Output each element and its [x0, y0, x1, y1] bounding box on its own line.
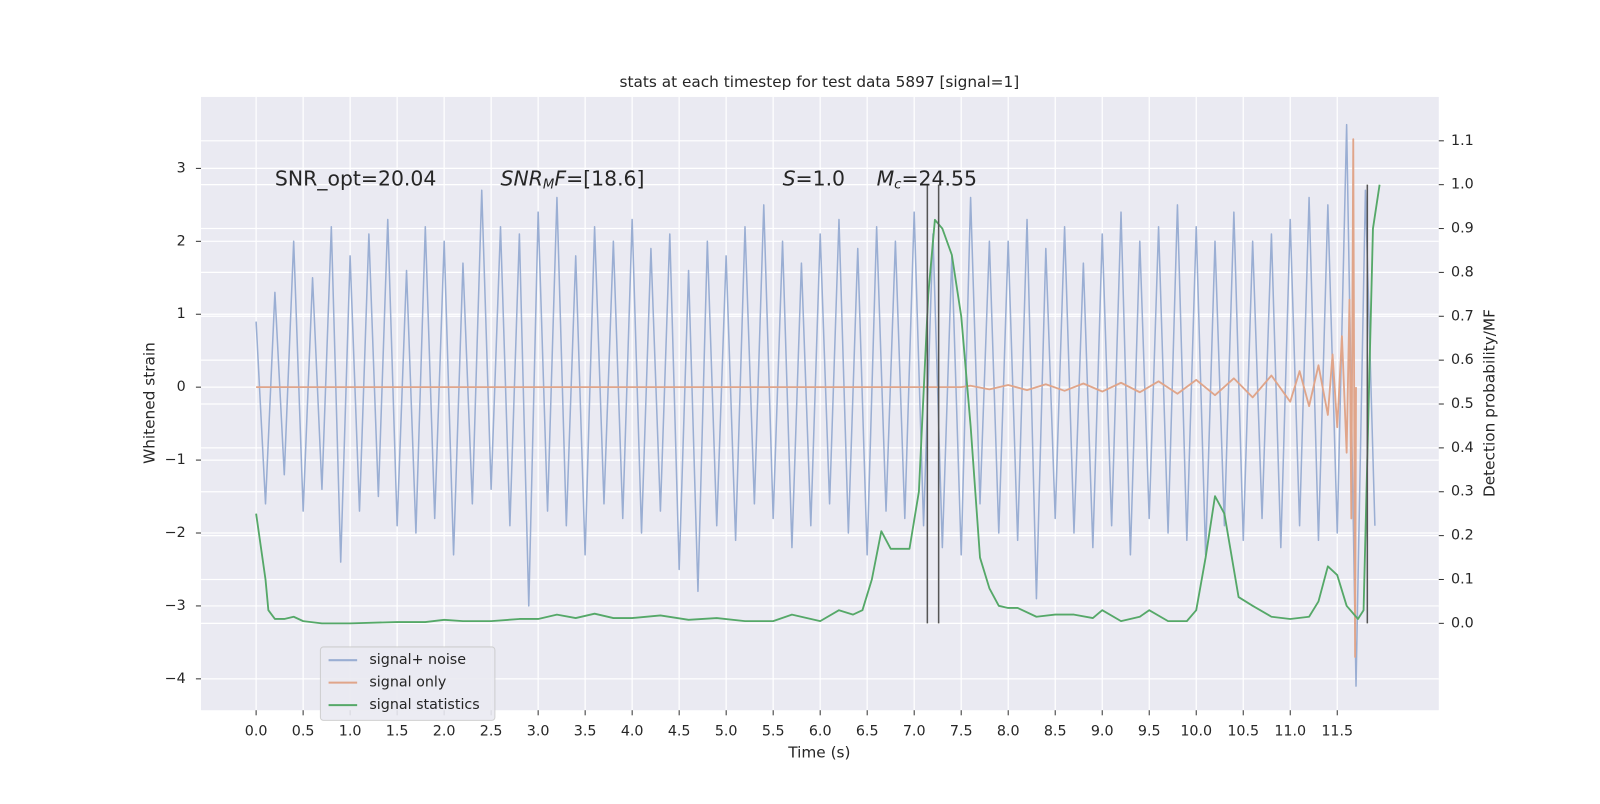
series-line	[256, 138, 1357, 658]
y2-tick-label: 0.0	[1451, 615, 1474, 631]
y2-tick-label: 0.5	[1451, 396, 1474, 412]
x-tick-label: 6.5	[856, 724, 879, 740]
annotation: S=1.0	[783, 166, 845, 190]
annotation-run: =1.0	[796, 166, 846, 190]
x-tick-label: 9.5	[1138, 724, 1161, 740]
y2-tick-label: 1.0	[1451, 177, 1474, 193]
legend-label: signal+ noise	[369, 652, 466, 668]
annotation-run: S	[783, 166, 796, 190]
annotation-run: SNR_opt=20.04	[275, 166, 436, 191]
annotation-run: =[18.6]	[566, 166, 644, 190]
x-tick-label: 11.0	[1274, 724, 1306, 740]
y-tick-label: −3	[165, 598, 186, 614]
x-tick-label: 2.0	[433, 724, 456, 740]
x-tick-label: 6.0	[809, 724, 832, 740]
annotation: SNR_opt=20.04	[275, 166, 436, 191]
chart-title: stats at each timestep for test data 589…	[620, 73, 1020, 91]
y-tick-label: −2	[165, 525, 186, 541]
annotation: Mc=24.55	[877, 166, 977, 192]
y2-tick-label: 0.8	[1451, 264, 1474, 280]
x-tick-label: 4.5	[668, 724, 691, 740]
y-tick-label: 0	[177, 379, 186, 395]
y-tick-label: −4	[165, 671, 186, 687]
annotation-run: =24.55	[901, 166, 976, 190]
marks	[255, 123, 1381, 687]
y-tick-label: 2	[177, 233, 186, 249]
x-tick-label: 7.5	[950, 724, 973, 740]
annotation-run: c	[894, 177, 902, 192]
axes: 0.0 0.5 1.0 1.5 2.0 2.5 3.0 3.5 4.0 4.5 5.0 5.5 6.0 6…	[165, 133, 1474, 740]
x-tick-label: 3.5	[574, 724, 597, 740]
x-tick-label: 5.0	[715, 724, 738, 740]
y2-tick-label: 0.2	[1451, 528, 1474, 544]
series-line	[255, 184, 1381, 625]
annotation-run: M	[877, 166, 895, 190]
x-tick-label: 1.5	[386, 724, 409, 740]
x-axis-label: Time (s)	[787, 744, 850, 762]
y2-tick-label: 0.6	[1451, 352, 1474, 368]
series-line	[255, 123, 1376, 687]
x-tick-label: 7.0	[903, 724, 926, 740]
legend-box	[319, 646, 496, 721]
legend: signal+ noise signal only signal statistic…	[319, 646, 496, 721]
y-tick-label: 1	[177, 306, 186, 322]
x-tick-label: 4.0	[621, 724, 644, 740]
x-tick-label: 8.5	[1044, 724, 1067, 740]
y2-tick-label: 0.7	[1451, 308, 1474, 324]
x-tick-label: 0.5	[292, 724, 315, 740]
x-tick-label: 8.0	[997, 724, 1020, 740]
x-tick-label: 3.0	[527, 724, 550, 740]
y2-tick-label: 0.4	[1451, 440, 1474, 456]
legend-label: signal only	[369, 675, 446, 691]
annotation-run: SNR	[501, 166, 543, 190]
x-tick-label: 2.5	[480, 724, 503, 740]
x-tick-label: 11.5	[1321, 724, 1353, 740]
y2-tick-label: 0.9	[1451, 221, 1474, 237]
annotation-run: M	[543, 177, 555, 192]
y-tick-label: −1	[165, 452, 186, 468]
x-tick-label: 5.5	[762, 724, 785, 740]
annotation-run: F	[554, 166, 566, 190]
x-tick-label: 10.5	[1227, 724, 1259, 740]
x-tick-label: 0.0	[245, 724, 268, 740]
annotation: SNRMF=[18.6]	[501, 166, 645, 192]
y-axis-label: Whitened strain	[141, 342, 159, 464]
grid	[201, 96, 1439, 711]
x-tick-label: 1.0	[339, 724, 362, 740]
y2-axis-label: Detection probability/MF	[1480, 309, 1498, 497]
y-tick-label: 3	[177, 160, 186, 176]
y2-tick-label: 1.1	[1451, 133, 1474, 149]
y2-tick-label: 0.1	[1451, 571, 1474, 587]
legend-label: signal statistics	[369, 697, 479, 713]
y2-tick-label: 0.3	[1451, 484, 1474, 500]
x-tick-label: 10.0	[1180, 724, 1212, 740]
x-tick-label: 9.0	[1091, 724, 1114, 740]
